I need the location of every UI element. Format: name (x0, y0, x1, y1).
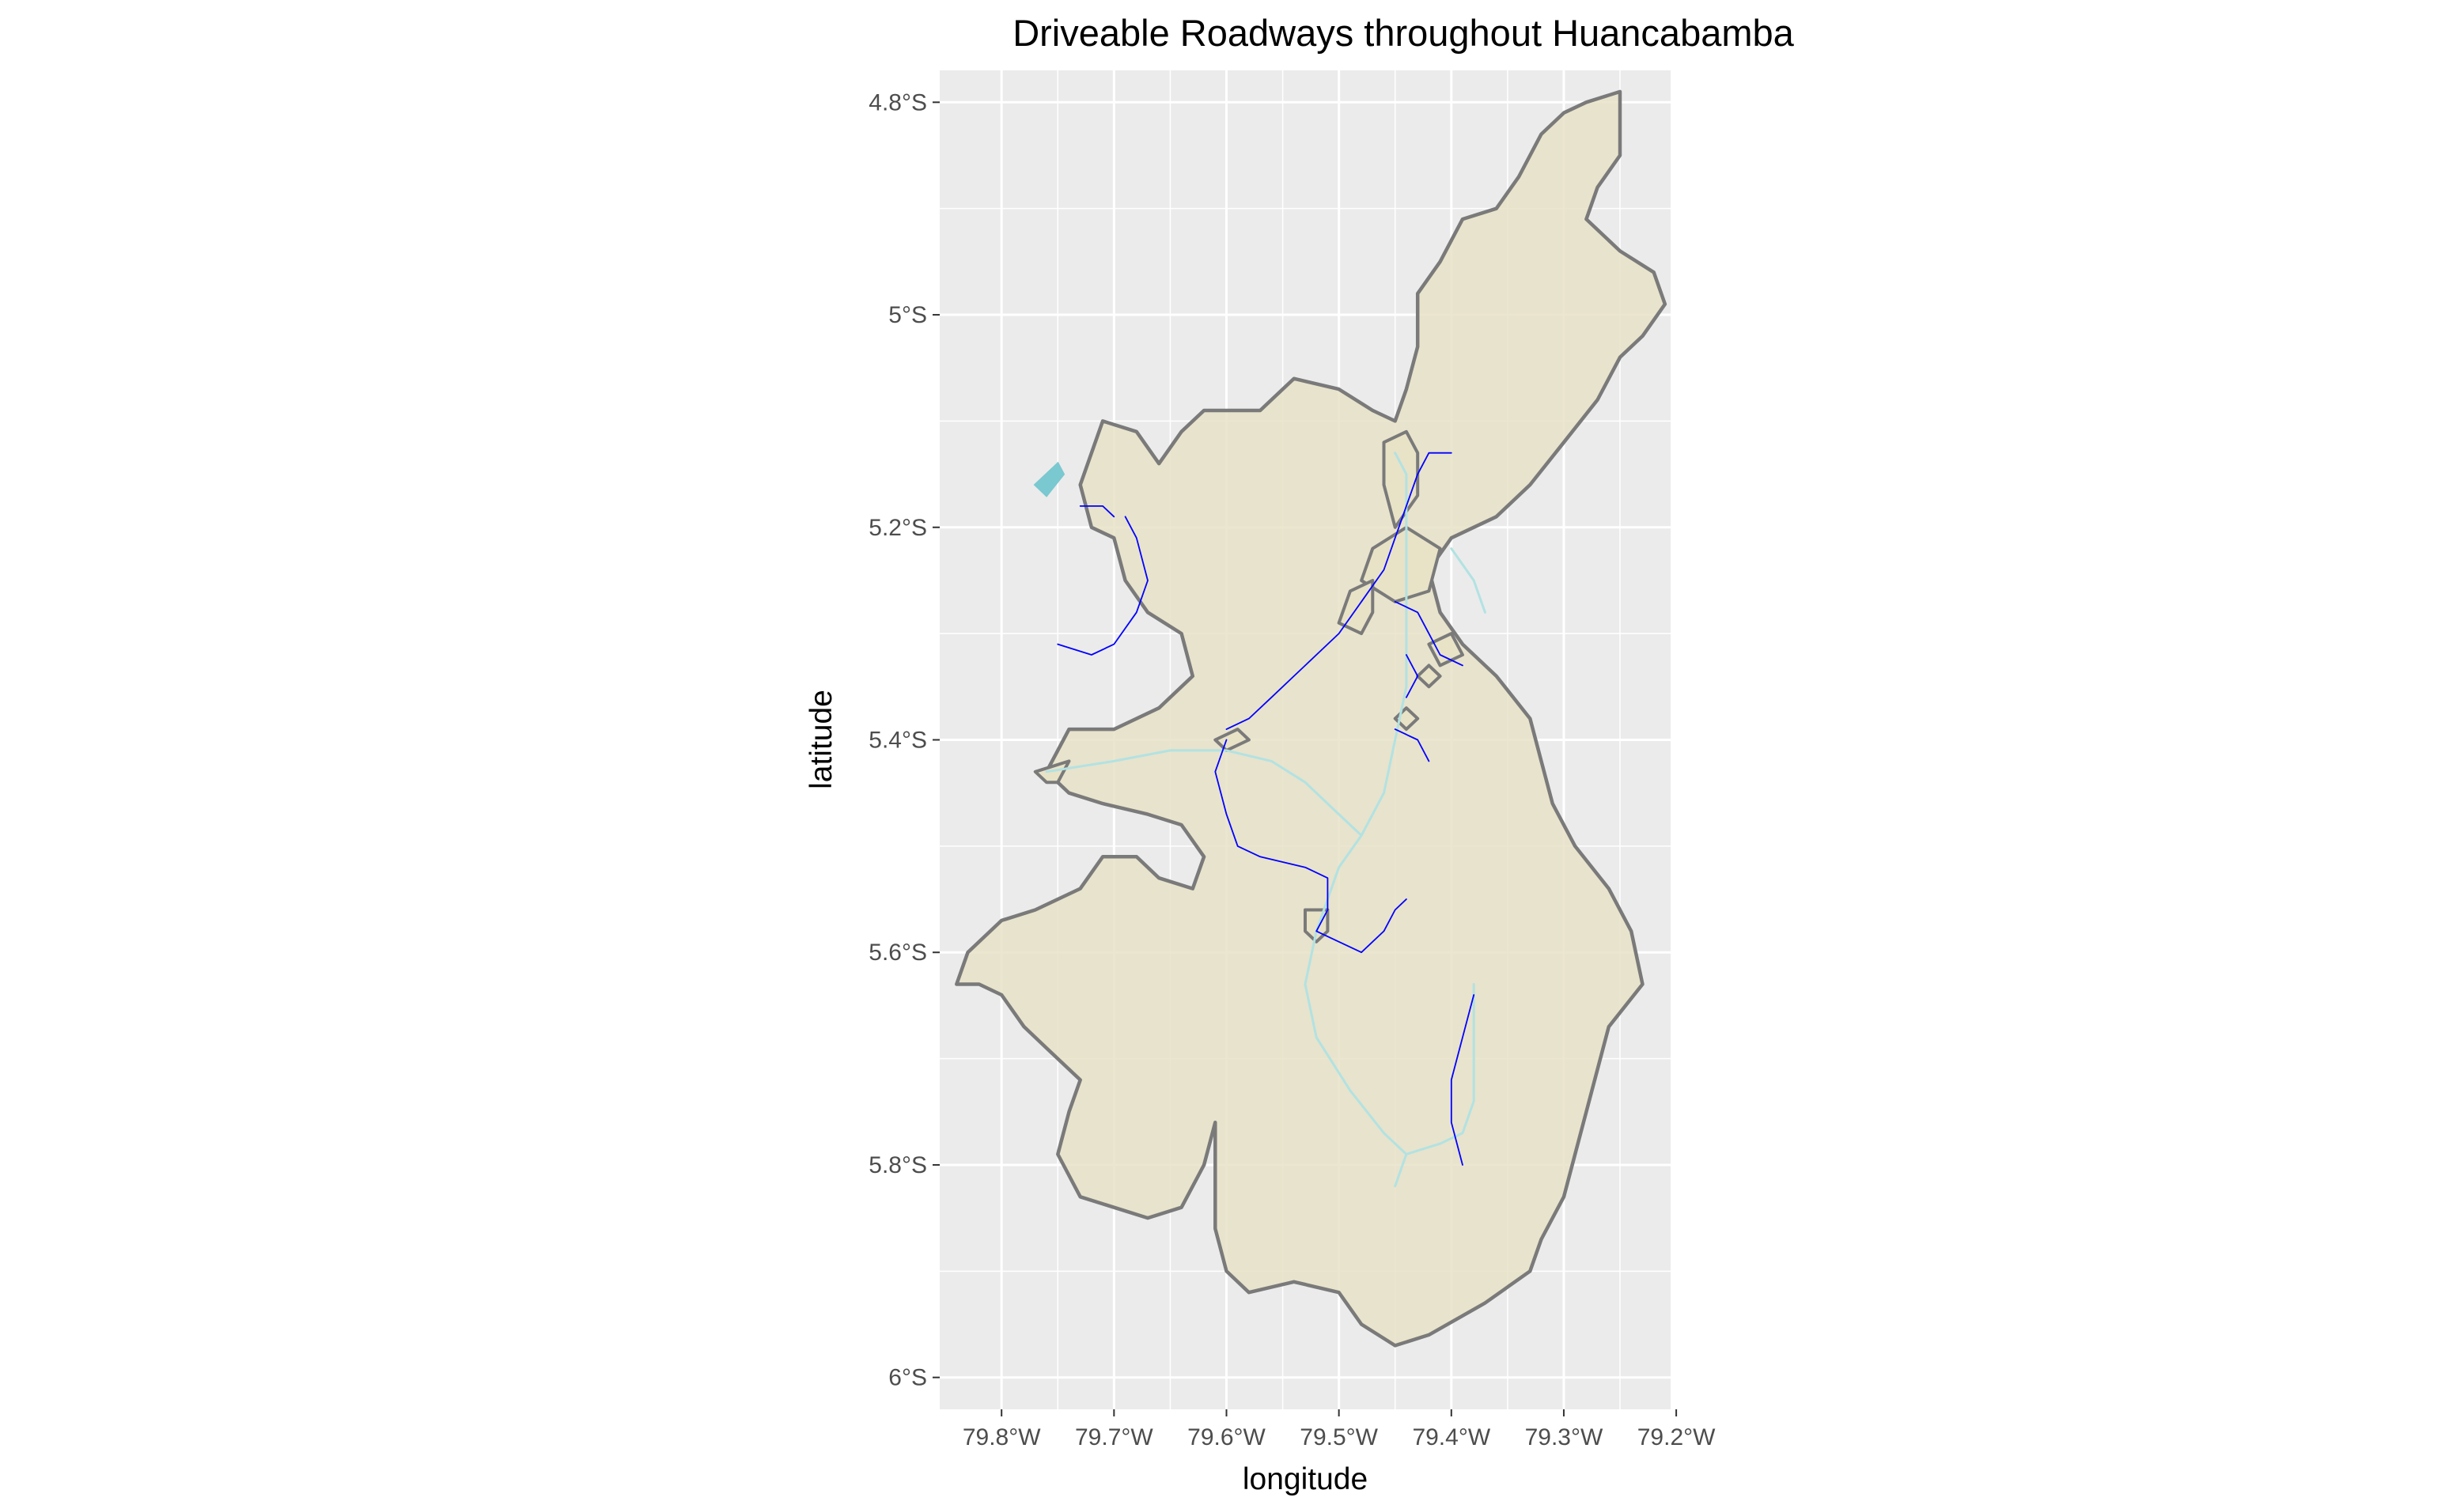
y-tick-label: 5.6°S (869, 940, 927, 966)
river-line (1045, 452, 1408, 837)
road-line (1079, 505, 1115, 518)
x-tick-label: 79.8°W (963, 1424, 1041, 1450)
district-boundary (1427, 632, 1464, 667)
y-tick-label: 6°S (888, 1365, 927, 1391)
y-axis-title: latitude (804, 690, 838, 789)
water-layer (1033, 452, 1486, 1188)
road-line (1225, 452, 1452, 730)
district-boundary (1337, 579, 1375, 636)
x-axis-title: longitude (1243, 1462, 1368, 1496)
y-tick-label: 5.4°S (869, 728, 927, 754)
district-boundary (1213, 728, 1251, 752)
plot-title: Driveable Roadways throughout Huancabamb… (1012, 12, 1794, 54)
river-line (1304, 834, 1408, 1188)
x-tick-label: 79.3°W (1525, 1424, 1603, 1450)
x-tick-label: 79.7°W (1075, 1424, 1153, 1450)
province-boundary (955, 89, 1667, 1348)
lake (1033, 461, 1065, 497)
road-line (1406, 654, 1419, 698)
x-tick-label: 79.5°W (1300, 1424, 1378, 1450)
y-tick-label: 4.8°S (869, 89, 927, 115)
road-line (1450, 994, 1475, 1166)
district-boundary (1382, 429, 1420, 529)
road-line (1057, 516, 1149, 656)
x-tick-label: 79.6°W (1187, 1424, 1266, 1450)
roads-layer (1057, 452, 1475, 1166)
district-boundary (1416, 664, 1442, 689)
road-line (1214, 739, 1407, 954)
y-tick-label: 5.8°S (869, 1152, 927, 1178)
x-tick-label: 79.2°W (1637, 1424, 1716, 1450)
y-tick-label: 5°S (888, 302, 927, 328)
y-axis: 4.8°S 5°S 5.2°S 5.4°S 5.6°S 5.8°S 6°S (869, 89, 940, 1391)
x-tick-label: 79.4°W (1412, 1424, 1490, 1450)
y-tick-label: 5.2°S (869, 515, 927, 541)
river-line (1405, 983, 1475, 1155)
road-line (1394, 728, 1430, 762)
road-line (1394, 600, 1463, 667)
x-axis: 79.8°W 79.7°W 79.6°W 79.5°W 79.4°W 79.3°W 79.2… (963, 1409, 1716, 1450)
river-line (1450, 547, 1486, 614)
